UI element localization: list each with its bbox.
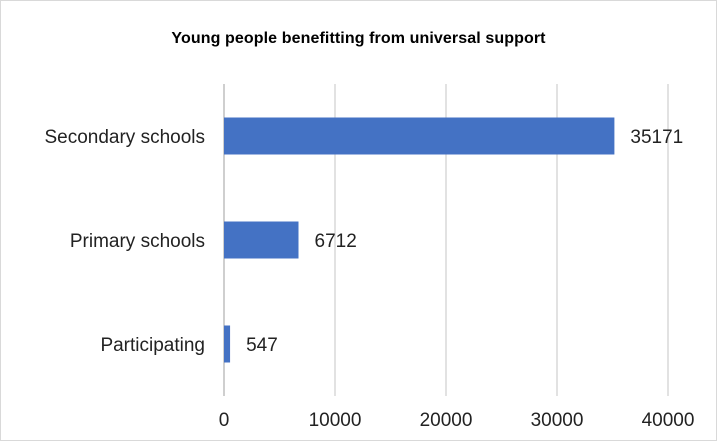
bar-secondary-schools: [224, 118, 614, 155]
x-tick-label-0: 0: [219, 410, 230, 431]
x-tick-label-20000: 20000: [420, 410, 473, 431]
labels: 0 10000 20000 30000 40000 Secondary schools 35…: [44, 127, 694, 431]
x-tick-label-10000: 10000: [309, 410, 362, 431]
data-label-primary-schools: 6712: [315, 231, 357, 252]
category-label-participating: Participating: [100, 335, 205, 356]
data-label-participating: 547: [246, 335, 278, 356]
x-tick-label-40000: 40000: [642, 410, 695, 431]
data-label-secondary-schools: 35171: [630, 127, 683, 148]
category-label-secondary-schools: Secondary schools: [44, 127, 205, 148]
bar-participating: [224, 326, 230, 363]
bar-primary-schools: [224, 222, 299, 259]
x-tick-label-30000: 30000: [531, 410, 584, 431]
bars: [224, 118, 614, 363]
category-label-primary-schools: Primary schools: [70, 231, 205, 252]
